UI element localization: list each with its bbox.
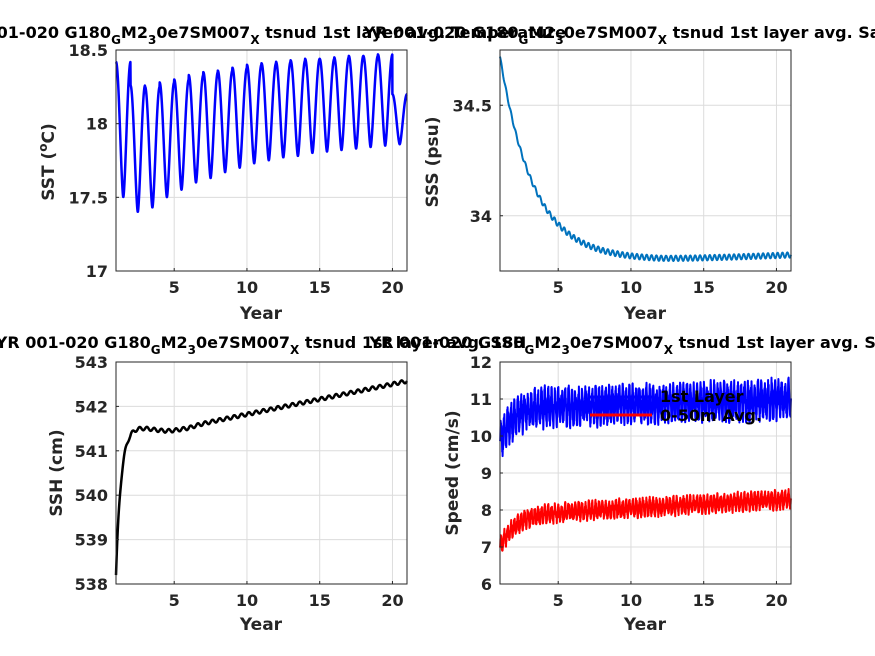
panel-sst: 5 10 15 20 17 17.5 18 18.5 Year SST (oC) YR 001… xyxy=(0,23,566,324)
y-tick-label: 17 xyxy=(86,262,108,281)
x-tick-label: 10 xyxy=(236,278,258,297)
y-tick-label: 541 xyxy=(75,442,108,461)
ticks-speed: 5 10 15 20 6 7 8 9 10 11 12 xyxy=(470,353,788,610)
title-speed: YR 001-020 G180GM230e7SM007X tsnud 1st l… xyxy=(369,333,875,357)
series-line-sss xyxy=(499,56,792,262)
xlabel-ssh: Year xyxy=(239,615,283,635)
ylabel-sst: SST (oC) xyxy=(36,123,59,201)
ylabel-sss: SSS (psu) xyxy=(423,116,443,207)
axes-frame-ssh xyxy=(115,361,408,585)
ticks-sss: 5 10 15 20 34 34.5 xyxy=(453,96,788,297)
legend-label-0-50m-avg: 0-50m Avg. xyxy=(660,406,762,425)
x-tick-label: 15 xyxy=(309,591,331,610)
x-tick-label: 10 xyxy=(620,278,642,297)
series-line-ssh xyxy=(114,379,409,576)
axes-frame-sst xyxy=(115,49,408,272)
y-tick-label: 17.5 xyxy=(69,188,108,207)
legend-speed: 1st Layer 0-50m Avg. xyxy=(590,387,762,425)
x-tick-label: 10 xyxy=(620,591,642,610)
series-line-speed-0-50m-avg xyxy=(499,488,792,552)
x-tick-label: 5 xyxy=(553,278,564,297)
y-tick-label: 543 xyxy=(75,353,108,372)
y-tick-label: 34.5 xyxy=(453,96,492,115)
ticks-sst: 5 10 15 20 17 17.5 18 18.5 xyxy=(69,41,404,297)
title-ssh: YR 001-020 G180GM230e7SM007X tsnud 1st l… xyxy=(0,333,526,357)
x-tick-label: 20 xyxy=(381,591,403,610)
ticks-ssh: 5 10 15 20 538 539 540 541 542 543 xyxy=(75,353,404,610)
y-tick-label: 538 xyxy=(75,575,108,594)
y-tick-label: 34 xyxy=(470,207,492,226)
y-tick-label: 8 xyxy=(481,501,492,520)
x-tick-label: 20 xyxy=(765,278,787,297)
title-sss: YR 001-020 G180GM230e7SM007X tsnud 1st l… xyxy=(362,23,875,47)
y-tick-label: 6 xyxy=(481,575,492,594)
y-tick-label: 18.5 xyxy=(69,41,108,60)
grid-ssh xyxy=(116,361,407,585)
y-tick-label: 539 xyxy=(75,531,108,550)
xlabel-speed: Year xyxy=(623,615,667,635)
x-tick-label: 5 xyxy=(169,278,180,297)
x-tick-label: 5 xyxy=(169,591,180,610)
y-tick-label: 540 xyxy=(75,486,108,505)
axes-frame-sss xyxy=(499,49,792,272)
legend-label-1st-layer: 1st Layer xyxy=(660,387,744,406)
x-tick-label: 5 xyxy=(553,591,564,610)
x-tick-label: 20 xyxy=(381,278,403,297)
x-tick-label: 15 xyxy=(693,591,715,610)
xlabel-sss: Year xyxy=(623,304,667,324)
ylabel-speed: Speed (cm/s) xyxy=(443,410,463,535)
grid-sss xyxy=(500,50,791,271)
x-tick-label: 10 xyxy=(236,591,258,610)
y-tick-label: 18 xyxy=(86,115,108,134)
y-tick-label: 9 xyxy=(481,464,492,483)
panel-speed: 5 10 15 20 6 7 8 9 10 11 12 Year Speed (cm/s) YR 0… xyxy=(369,333,875,635)
series-line-sst xyxy=(114,53,409,214)
y-tick-label: 12 xyxy=(470,353,492,372)
y-tick-label: 10 xyxy=(470,427,492,446)
panel-sss: 5 10 15 20 34 34.5 Year SSS (psu) YR 001-020 … xyxy=(362,23,875,324)
x-tick-label: 20 xyxy=(765,591,787,610)
series-line-speed-1st-layer xyxy=(499,376,792,458)
ylabel-ssh: SSH (cm) xyxy=(47,429,67,516)
x-tick-label: 15 xyxy=(309,278,331,297)
xlabel-sst: Year xyxy=(239,304,283,324)
y-tick-label: 542 xyxy=(75,397,108,416)
y-tick-label: 11 xyxy=(470,390,492,409)
title-sst: YR 001-020 G180GM230e7SM007X tsnud 1st l… xyxy=(0,23,566,47)
y-tick-label: 7 xyxy=(481,538,492,557)
x-tick-label: 15 xyxy=(693,278,715,297)
